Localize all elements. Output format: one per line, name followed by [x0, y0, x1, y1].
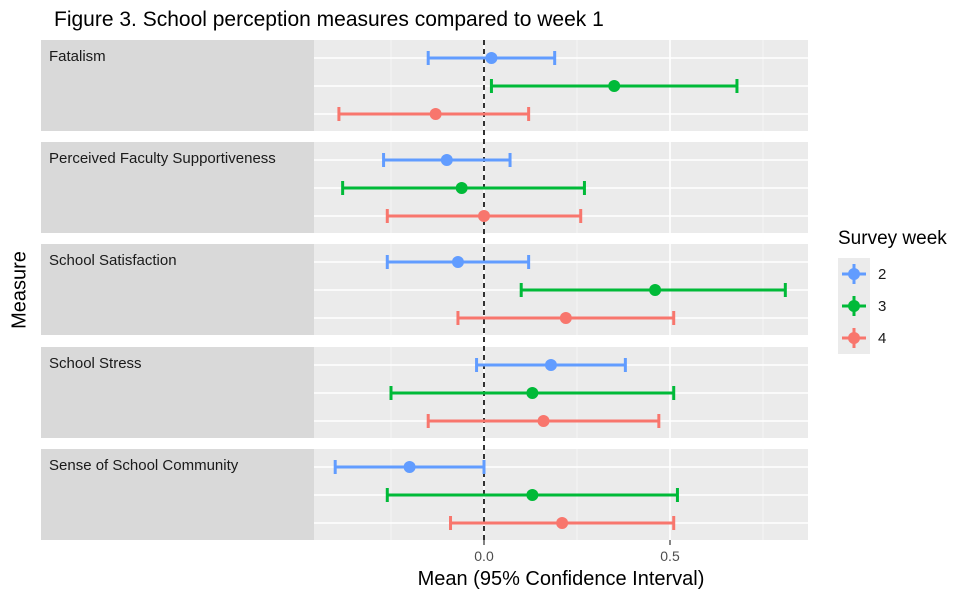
x-tick-label: 0.0	[474, 548, 494, 564]
legend-symbol-icon	[842, 264, 866, 284]
mean-point	[429, 108, 442, 120]
facet-label: School Satisfaction	[49, 252, 177, 269]
mean-point	[608, 80, 621, 92]
legend-symbol-icon	[842, 296, 866, 316]
legend-label: 4	[878, 329, 887, 347]
legend-key	[838, 290, 870, 322]
legend-item: 4	[838, 322, 947, 354]
legend-label: 3	[878, 297, 887, 315]
facet-strip	[41, 40, 314, 131]
mean-point	[537, 415, 550, 427]
mean-point	[649, 284, 662, 296]
facet-strip	[41, 142, 314, 233]
facet-label: Fatalism	[49, 48, 106, 65]
mean-point	[403, 461, 416, 473]
facet-strip	[41, 449, 314, 540]
mean-point	[478, 210, 490, 222]
mean-point	[526, 489, 539, 501]
legend-item: 3	[838, 290, 947, 322]
mean-point	[451, 256, 464, 268]
y-axis-label: Measure	[8, 251, 31, 329]
x-tick-label: 0.5	[660, 548, 680, 564]
legend-symbol-icon	[842, 328, 866, 348]
legend-title: Survey week	[838, 228, 947, 249]
mean-point	[485, 52, 498, 64]
legend-key	[838, 322, 870, 354]
mean-point	[559, 312, 572, 324]
legend-label: 2	[878, 265, 887, 283]
legend-item: 2	[838, 258, 947, 290]
legend-key	[838, 258, 870, 290]
chart-title: Figure 3. School perception measures com…	[54, 8, 604, 31]
facet-strip	[41, 347, 314, 438]
legend-items: 2 3 4	[838, 258, 947, 354]
mean-point	[455, 182, 468, 194]
facet-label: School Stress	[49, 355, 142, 372]
facet-strip	[41, 244, 314, 335]
facet-label: Perceived Faculty Supportiveness	[49, 150, 276, 167]
mean-point	[440, 154, 453, 166]
x-axis-label: Mean (95% Confidence Interval)	[417, 568, 705, 590]
mean-point	[544, 359, 557, 371]
facet-label: Sense of School Community	[49, 457, 239, 474]
mean-point	[556, 517, 569, 529]
legend: Survey week 2 3 4	[838, 228, 947, 354]
mean-point	[526, 387, 539, 399]
